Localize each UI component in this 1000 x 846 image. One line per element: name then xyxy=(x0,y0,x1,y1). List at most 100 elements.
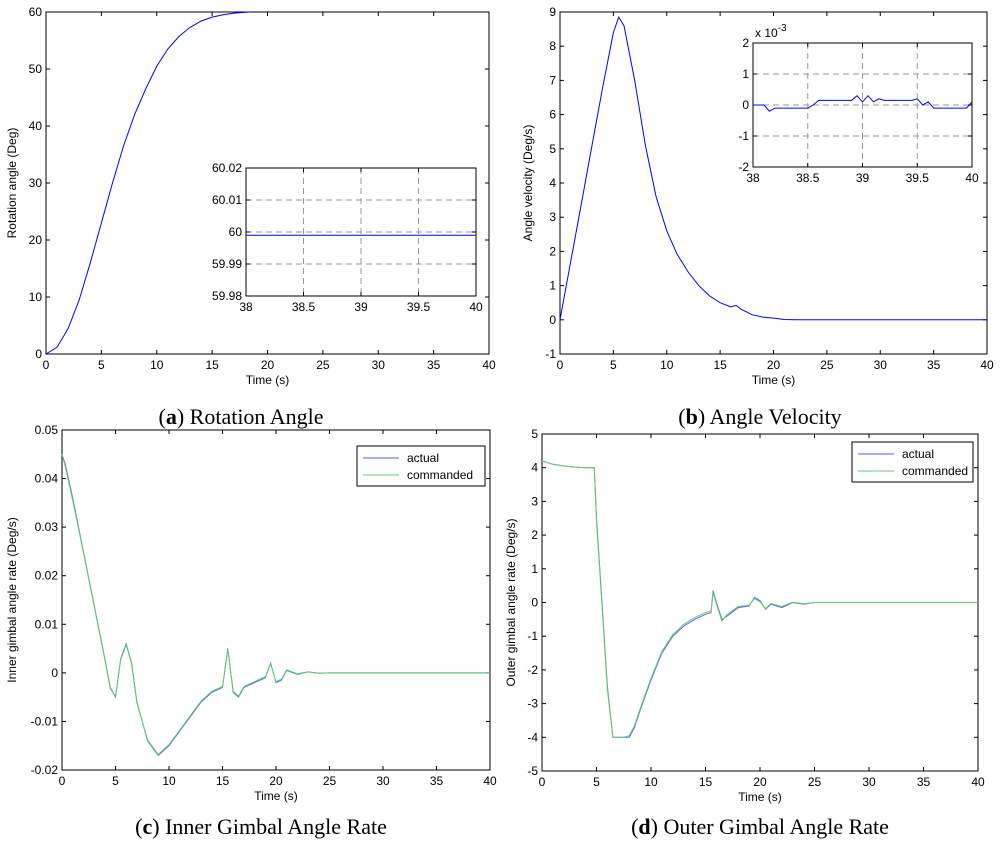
y-axis-label: Outer gimbal angle rate (Deg/s) xyxy=(504,518,518,686)
inset-xtick-label: 38.5 xyxy=(796,171,820,185)
y-axis-label: Inner gimbal angle rate (Deg/s) xyxy=(5,517,19,682)
x-axis-label: Time (s) xyxy=(752,373,796,387)
main-ytick-label: 0.03 xyxy=(35,520,59,534)
main-xtick-label: 5 xyxy=(112,774,119,788)
inset-xtick-label: 38 xyxy=(746,171,760,185)
caption-c: (c) Inner Gimbal Angle Rate xyxy=(135,814,387,839)
inset-ytick-label: 60.01 xyxy=(212,193,242,207)
main-xtick-label: 0 xyxy=(43,358,50,372)
main-xtick-label: 20 xyxy=(753,775,767,789)
inset-ytick-label: -2 xyxy=(738,160,749,174)
main-xtick-label: 35 xyxy=(917,775,931,789)
main-xtick-label: 30 xyxy=(376,774,390,788)
main-xtick-label: 0 xyxy=(539,775,546,789)
main-ytick-label: 0.05 xyxy=(35,423,59,437)
inset-ytick-label: -1 xyxy=(738,129,749,143)
main-ytick-label: 50 xyxy=(29,62,43,76)
inset-xtick-label: 39.5 xyxy=(906,171,930,185)
main-ytick-label: 9 xyxy=(549,5,556,19)
main-ytick-label: 3 xyxy=(531,494,538,508)
panel-outer-gimbal-rate: 0 5 10 15 20 25 30 35 40 -5 -4 -3 -2 -1 0 1 2 3 4 5 Time (s)… xyxy=(504,427,985,804)
main-ytick-label: 2 xyxy=(531,528,538,542)
main-xtick-label: 30 xyxy=(874,358,888,372)
main-ytick-label: -3 xyxy=(527,697,538,711)
legend: actual commanded xyxy=(851,441,974,483)
main-ytick-label: 30 xyxy=(29,176,43,190)
main-ytick-label: -5 xyxy=(527,764,538,778)
main-xtick-label: 10 xyxy=(660,358,674,372)
legend-label-actual: actual xyxy=(407,451,439,465)
main-xtick-label: 40 xyxy=(980,358,994,372)
legend-label-actual: actual xyxy=(902,447,934,461)
main-ytick-label: 5 xyxy=(549,142,556,156)
panel-inner-gimbal-rate: 0 5 10 15 20 25 30 35 40 -0.02 -0.01 0 0.01 0.02 0.03 0… xyxy=(5,423,497,803)
main-series-commanded xyxy=(541,460,978,738)
main-ytick-label: -0.01 xyxy=(31,714,59,728)
main-xtick-label: 35 xyxy=(927,358,941,372)
main-ytick-label: 0 xyxy=(51,666,58,680)
inset-ytick-label: 2 xyxy=(742,36,749,50)
main-ytick-label: 0.01 xyxy=(35,617,59,631)
main-ytick-label: -1 xyxy=(545,347,556,361)
inset-ytick-label: 60.02 xyxy=(212,161,242,175)
main-xtick-label: 25 xyxy=(323,774,337,788)
x-axis-label: Time (s) xyxy=(738,790,782,804)
caption-a: (a) Rotation Angle xyxy=(159,404,324,429)
main-xtick-label: 20 xyxy=(767,358,781,372)
main-ytick-label: 1 xyxy=(531,562,538,576)
inset-xtick-label: 40 xyxy=(469,300,483,314)
main-ytick-label: -4 xyxy=(527,730,538,744)
main-xtick-label: 20 xyxy=(261,358,275,372)
main-ytick-label: 5 xyxy=(531,427,538,441)
inset-plot: 38 38.5 39 39.5 40 -2 -1 0 1 2 x 10-3 xyxy=(738,23,979,185)
main-ytick-label: 20 xyxy=(29,233,43,247)
caption-b: (b) Angle Velocity xyxy=(678,404,841,429)
main-ytick-label: 0 xyxy=(531,596,538,610)
inset-xtick-label: 38 xyxy=(239,300,253,314)
main-ytick-label: 40 xyxy=(29,119,43,133)
main-ytick-label: 0.04 xyxy=(35,472,59,486)
main-xtick-label: 5 xyxy=(610,358,617,372)
main-xtick-label: 5 xyxy=(593,775,600,789)
main-xtick-label: 25 xyxy=(316,358,330,372)
main-xtick-label: 40 xyxy=(483,774,497,788)
main-ytick-label: -1 xyxy=(527,629,538,643)
main-xtick-label: 0 xyxy=(557,358,564,372)
main-ytick-label: 2 xyxy=(549,244,556,258)
main-series-rotation-angle xyxy=(45,11,251,355)
main-xtick-label: 30 xyxy=(372,358,386,372)
main-ytick-label: -2 xyxy=(527,663,538,677)
panel-rotation-angle: 0 5 10 15 20 25 30 35 40 0 10 20 30 40 50 60 Time (s) Rot… xyxy=(5,5,496,387)
main-axes-box xyxy=(61,429,491,771)
main-series-angle-velocity xyxy=(559,15,987,321)
x-axis-label: Time (s) xyxy=(246,373,290,387)
inset-ytick-label: 59.99 xyxy=(212,257,242,271)
main-xtick-label: 40 xyxy=(971,775,985,789)
main-ytick-label: 3 xyxy=(549,210,556,224)
legend-box xyxy=(851,441,974,483)
main-xtick-label: 15 xyxy=(713,358,727,372)
main-xtick-label: 40 xyxy=(482,358,496,372)
legend-label-commanded: commanded xyxy=(407,468,473,482)
main-ytick-label: 8 xyxy=(549,39,556,53)
inset-ytick-label: 59.98 xyxy=(212,289,242,303)
x-axis-label: Time (s) xyxy=(254,789,298,803)
main-ytick-label: 4 xyxy=(549,176,556,190)
inset-ytick-label: 0 xyxy=(742,98,749,112)
inset-ytick-label: 60 xyxy=(229,225,243,239)
main-ytick-label: -0.02 xyxy=(31,763,59,777)
main-xtick-label: 15 xyxy=(216,774,230,788)
main-xtick-label: 35 xyxy=(430,774,444,788)
inset-xtick-label: 38.5 xyxy=(292,300,316,314)
legend: actual commanded xyxy=(356,445,486,487)
main-ytick-label: 7 xyxy=(549,73,556,87)
legend-label-commanded: commanded xyxy=(902,464,968,478)
main-xtick-label: 5 xyxy=(98,358,105,372)
caption-d: (d) Outer Gimbal Angle Rate xyxy=(631,814,889,839)
legend-box xyxy=(356,445,486,487)
main-xtick-label: 25 xyxy=(808,775,822,789)
y-axis-label: Angle velocity (Deg/s) xyxy=(521,125,535,242)
main-ytick-label: 0.02 xyxy=(35,569,59,583)
inset-exponent-label: x 10-3 xyxy=(755,23,787,40)
